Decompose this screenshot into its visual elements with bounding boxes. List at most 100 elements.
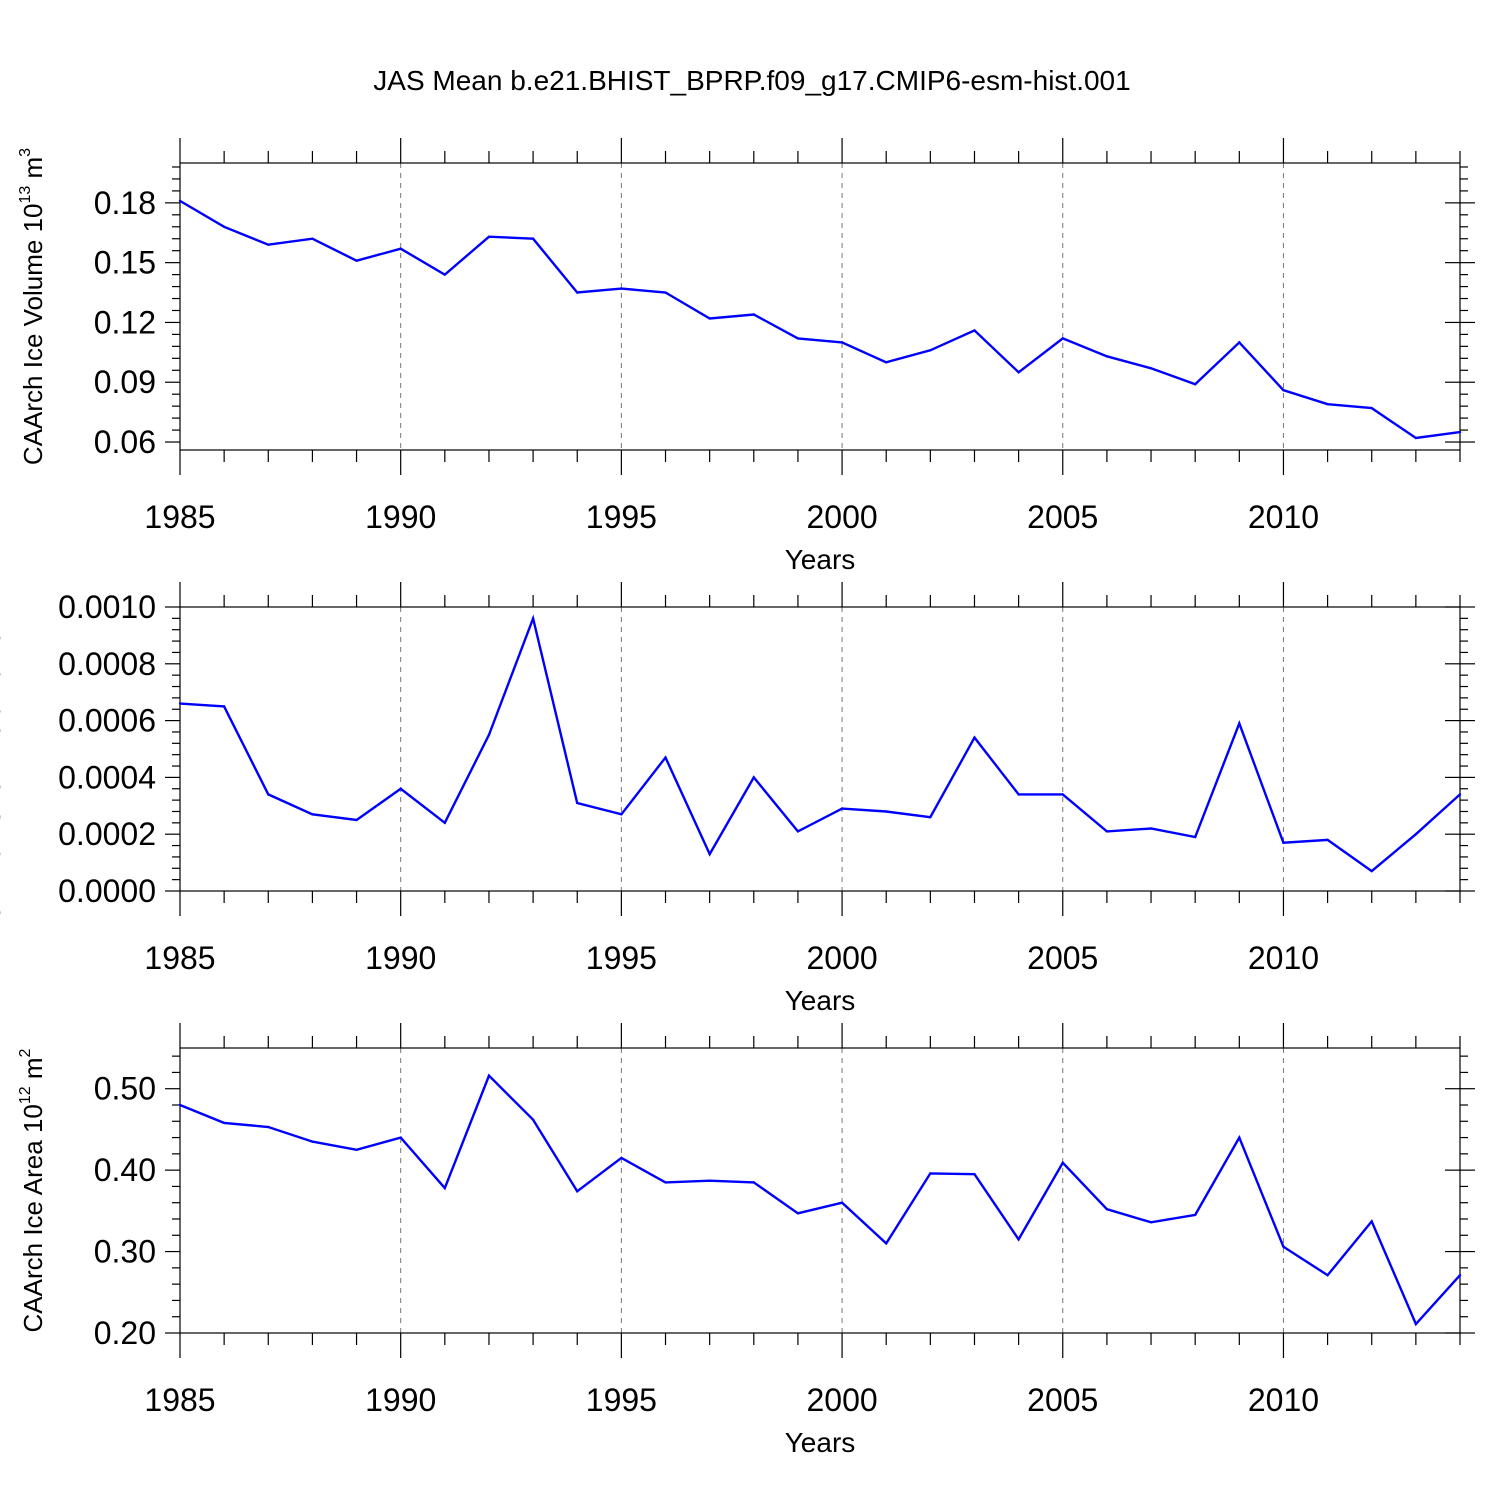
x-tick-label: 1985 <box>144 1382 215 1418</box>
data-point <box>620 287 623 290</box>
data-point <box>752 776 755 779</box>
x-tick-label: 2010 <box>1248 1382 1319 1418</box>
data-point <box>1017 371 1020 374</box>
data-point <box>752 1181 755 1184</box>
data-point <box>796 337 800 340</box>
y-tick-label: 0.40 <box>94 1152 156 1188</box>
data-point <box>1238 1136 1241 1139</box>
y-axis-label: CAArch Snow Volume 1013 m3 <box>0 575 6 923</box>
data-point <box>1105 1208 1109 1211</box>
data-point <box>1370 1220 1373 1223</box>
series-line-volume <box>179 199 1461 440</box>
data-point <box>487 1074 491 1077</box>
data-point <box>443 821 447 825</box>
data-point <box>929 815 932 819</box>
data-point <box>1370 869 1373 873</box>
data-point <box>664 291 667 294</box>
data-point <box>1282 1245 1285 1248</box>
data-point <box>840 807 844 810</box>
x-axis-label: Years <box>785 1427 856 1458</box>
data-point <box>1193 1213 1197 1217</box>
data-point <box>531 617 535 620</box>
data-point <box>178 199 182 203</box>
x-tick-label: 2010 <box>1248 940 1319 976</box>
data-point <box>576 291 579 294</box>
x-tick-label: 2005 <box>1027 940 1098 976</box>
x-axis-label: Years <box>785 544 856 575</box>
y-tick-label: 0.50 <box>94 1071 156 1107</box>
data-point <box>531 237 535 240</box>
data-point <box>885 1242 888 1245</box>
data-point <box>885 810 888 813</box>
data-point <box>1105 830 1109 833</box>
data-point <box>664 756 667 759</box>
data-point <box>311 237 314 240</box>
x-tick-label: 1995 <box>586 1382 657 1418</box>
y-tick-label: 0.06 <box>94 424 156 460</box>
data-point <box>1326 402 1329 406</box>
data-point <box>929 349 932 352</box>
data-point <box>929 1172 932 1175</box>
data-point <box>1149 827 1153 830</box>
data-point <box>840 341 844 344</box>
data-point <box>1017 793 1020 796</box>
data-point <box>1326 838 1329 842</box>
data-point <box>355 259 358 262</box>
y-tick-label: 0.0002 <box>58 816 156 852</box>
data-point <box>222 705 226 708</box>
data-point <box>531 1118 535 1121</box>
data-point <box>267 243 270 246</box>
data-point <box>1414 436 1418 440</box>
x-axis-label: Years <box>785 985 856 1016</box>
data-point <box>1458 793 1462 796</box>
data-point <box>222 225 226 228</box>
x-tick-label: 1985 <box>144 940 215 976</box>
data-point <box>796 830 800 833</box>
y-tick-label: 0.0008 <box>58 646 156 682</box>
data-point <box>311 1140 314 1143</box>
y-tick-label: 0.12 <box>94 304 156 340</box>
y-tick-label: 0.0004 <box>58 759 156 795</box>
data-point <box>399 787 402 790</box>
data-point <box>311 813 314 816</box>
plot-frame <box>179 1047 1461 1334</box>
chart-panel-volume: 0.06 0.09 0.12 0.15 0.18 1985 1990 1995 2000 2005… <box>17 138 1475 575</box>
x-tick-label: 2005 <box>1027 499 1098 535</box>
x-tick-label: 2000 <box>806 1382 877 1418</box>
data-point <box>1414 1322 1418 1326</box>
data-point <box>620 813 623 816</box>
data-point <box>487 733 491 736</box>
y-tick-label: 0.20 <box>94 1315 156 1351</box>
data-point <box>1458 1273 1462 1277</box>
data-point <box>708 317 711 320</box>
data-point <box>1414 833 1418 836</box>
y-tick-label: 0.18 <box>94 185 156 221</box>
data-point <box>1458 430 1462 434</box>
data-point <box>1061 793 1064 796</box>
y-tick-label: 0.0010 <box>58 589 156 625</box>
x-tick-label: 2000 <box>806 499 877 535</box>
data-point <box>840 1201 844 1204</box>
data-point <box>222 1121 226 1125</box>
data-point <box>1238 341 1241 344</box>
y-tick-label: 0.0006 <box>58 703 156 739</box>
data-point <box>708 1179 711 1182</box>
data-point <box>973 329 976 332</box>
plot-frame <box>179 162 1461 451</box>
chart-panel-snow: 0.0000 0.0002 0.0004 0.0006 0.0008 0.0010 1985… <box>0 575 1475 1016</box>
data-point <box>355 818 358 822</box>
series-line-area <box>179 1073 1461 1327</box>
data-point <box>576 801 579 805</box>
data-point <box>178 1103 182 1107</box>
data-point <box>576 1190 579 1193</box>
data-point <box>1105 355 1109 358</box>
data-point <box>1238 722 1241 725</box>
data-point <box>1149 1221 1153 1224</box>
data-point <box>399 247 402 250</box>
data-point <box>973 1173 976 1176</box>
data-point <box>178 702 182 705</box>
data-point <box>1061 1161 1064 1165</box>
data-point <box>1061 337 1064 340</box>
data-point <box>885 361 888 364</box>
